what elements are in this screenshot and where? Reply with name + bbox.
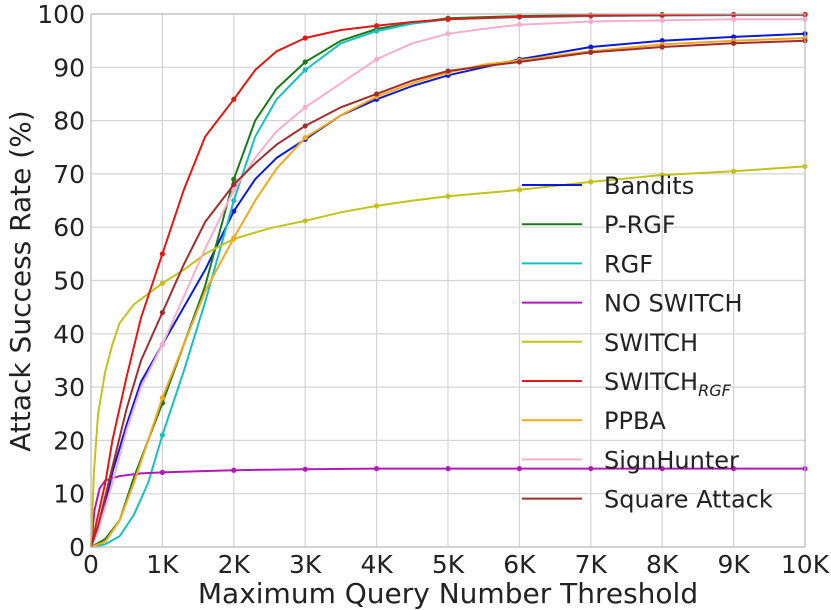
data-point-switch-15 [374,203,380,209]
data-point-no-switch-13 [588,466,594,472]
data-point-ppba-8 [231,235,237,241]
y-tick-label: 100 [37,0,85,29]
y-tick-label: 80 [53,107,85,136]
data-point-square-attack-15 [445,68,451,74]
y-tick-label: 30 [53,373,85,402]
y-tick-label: 60 [53,213,85,242]
data-point-switch-rgf-9 [231,96,237,102]
data-point-signhunter-8 [231,187,237,193]
data-point-square-attack-5 [159,309,165,316]
data-point-switch-17 [445,193,451,199]
data-point-bandits-9 [231,208,237,214]
data-point-switch-8 [159,280,165,286]
y-tick-label: 50 [53,267,85,296]
series-line-switch-rgf [90,13,805,548]
data-point-signhunter-15 [445,31,451,37]
series-line-bandits [90,32,806,548]
data-point-switch-19 [588,179,594,185]
x-tick-label: 0 [83,550,99,579]
x-tick-label: 7K [575,550,608,579]
x-tick-label: 6K [503,550,536,579]
data-point-no-switch-6 [159,469,165,475]
data-point-no-switch-11 [445,466,451,472]
data-point-switch-rgf-19 [659,12,665,18]
data-point-no-switch-14 [659,466,665,472]
data-point-switch-21 [731,168,737,174]
data-point-p-rgf-11 [302,59,308,65]
data-point-rgf-13 [374,28,380,34]
y-tick-label: 10 [53,480,85,509]
data-point-square-attack-19 [659,44,665,50]
data-point-no-switch-9 [302,466,308,472]
data-point-signhunter-19 [659,17,665,23]
data-point-square-attack-11 [302,123,308,129]
legend-label-p-rgf: P-RGF [604,211,676,239]
data-point-signhunter-20 [731,16,737,22]
data-point-switch-rgf-14 [374,23,380,29]
legend-label-no-switch: NO SWITCH [604,290,743,318]
legend-label-bandits: Bandits [604,172,694,200]
x-tick-label: 5K [432,550,465,579]
data-point-rgf-8 [231,197,237,204]
tick-labels: 0 1K 2K 3K 4K 5K 6K 7K 8K 9K 10K 0 10 20 30 40 50 60 70 80 9… [37,0,829,579]
legend-label-switch: SWITCH [604,329,698,357]
x-tick-label: 4K [360,550,393,579]
data-point-switch-rgf-17 [516,14,523,20]
data-point-rgf-11 [302,67,308,73]
data-point-square-attack-20 [731,40,737,46]
series-line-signhunter [90,18,805,548]
x-tick-label: 8K [646,550,679,579]
data-point-switch-rgf-12 [302,35,308,41]
data-point-bandits-21 [731,34,737,40]
legend-label-rgf: RGF [604,250,653,278]
data-point-no-switch-12 [516,466,523,472]
data-point-switch-18 [516,187,523,193]
data-point-p-rgf-8 [231,176,237,182]
data-point-no-switch-8 [231,467,237,473]
y-tick-label: 70 [53,160,85,189]
x-axis-label: Maximum Query Number Threshold [198,577,698,610]
data-point-square-attack-18 [588,49,594,55]
series-line-ppba [90,37,806,548]
y-axis-label: Attack Success Rate (%) [4,110,37,451]
data-point-signhunter-17 [516,22,523,28]
data-point-switch-rgf-16 [445,16,451,22]
data-point-signhunter-11 [302,104,308,110]
x-tick-label: 2K [218,550,251,579]
x-tick-label: 10K [781,550,830,579]
data-point-signhunter-13 [374,56,380,62]
plot-frame [90,13,806,548]
x-tick-label: 3K [289,550,322,579]
data-point-signhunter-18 [588,18,594,25]
series-lines [90,11,808,548]
data-point-bandits-19 [588,44,594,50]
data-point-ppba-11 [302,135,308,141]
y-tick-label: 90 [53,53,85,82]
y-tick-label: 40 [53,320,85,349]
legend: Bandits P-RGF RGF NO SWITCH SWITCH SWITCHRGF P… [522,172,773,514]
data-point-signhunter-5 [159,341,165,348]
data-point-ppba-5 [159,395,165,401]
data-point-square-attack-8 [231,181,237,188]
x-tick-label: 9K [717,550,750,579]
legend-label-ppba: PPBA [604,407,666,435]
data-point-rgf-5 [159,432,165,438]
data-point-square-attack-17 [516,59,523,65]
legend-label-square-attack: Square Attack [604,486,773,514]
data-point-square-attack-13 [374,91,380,97]
y-tick-label: 20 [53,426,85,455]
data-point-switch-13 [302,218,308,224]
series-line-square-attack [90,39,806,548]
data-point-switch-rgf-6 [159,251,165,257]
data-point-no-switch-10 [374,466,380,472]
data-point-bandits-20 [659,38,665,44]
legend-label-switch-rgf: SWITCHRGF [604,368,732,400]
data-point-no-switch-15 [731,466,737,472]
legend-label-signhunter: SignHunter [604,446,739,474]
x-tick-label: 1K [146,550,179,579]
y-tick-label: 0 [69,533,85,562]
plot-border [90,13,806,548]
data-point-switch-20 [659,172,665,178]
